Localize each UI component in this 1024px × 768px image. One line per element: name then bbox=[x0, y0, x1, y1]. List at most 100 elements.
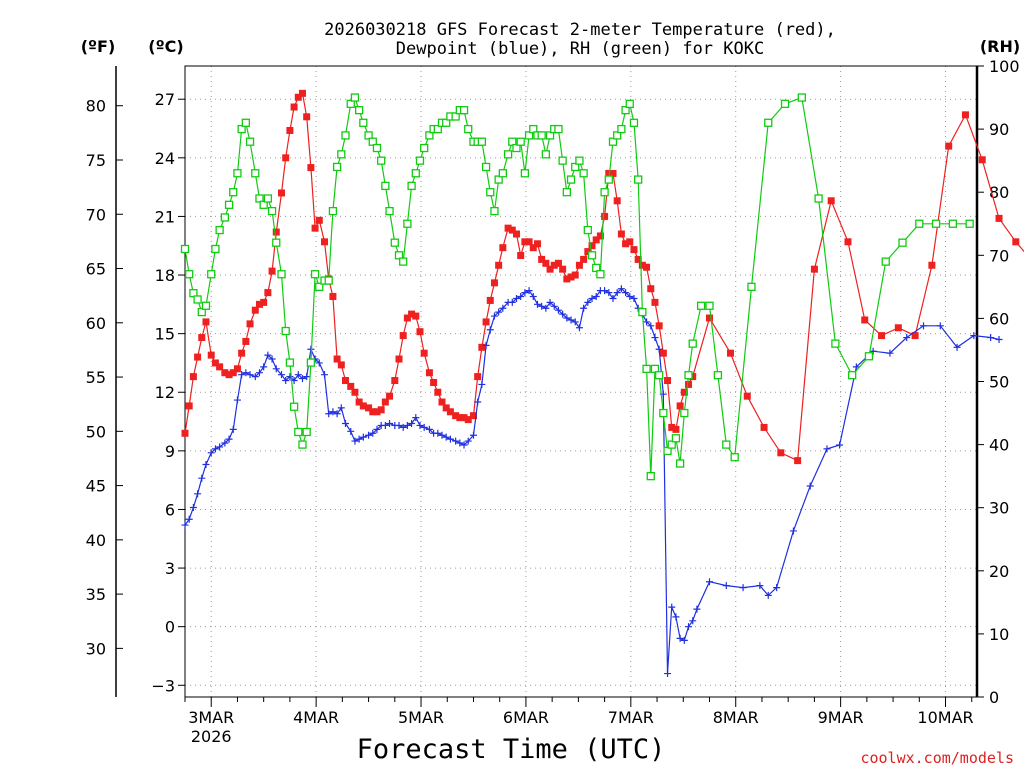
temperature-point bbox=[517, 251, 525, 259]
temperature-point bbox=[810, 265, 818, 273]
x-tick-label: 9MAR bbox=[818, 708, 864, 727]
temperature-point bbox=[307, 164, 315, 172]
dewpoint-point bbox=[722, 582, 730, 590]
dewpoint-point bbox=[482, 341, 490, 349]
rh-point bbox=[596, 270, 605, 279]
temperature-point bbox=[298, 89, 306, 97]
dewpoint-point bbox=[438, 431, 446, 439]
dewpoint-point bbox=[474, 398, 482, 406]
dewpoint-point bbox=[381, 421, 389, 429]
x-tick-label: 7MAR bbox=[608, 708, 654, 727]
temperature-point bbox=[588, 242, 596, 250]
celsius-tick-label: 18 bbox=[155, 266, 175, 285]
x-tick-label: 4MAR bbox=[293, 708, 339, 727]
rh-point bbox=[814, 194, 823, 203]
rh-point bbox=[730, 453, 739, 462]
rh-point bbox=[797, 93, 806, 102]
dewpoint-point bbox=[706, 578, 714, 586]
dewpoint-point bbox=[246, 371, 254, 379]
dewpoint-point bbox=[613, 289, 621, 297]
dewpoint-point bbox=[446, 435, 454, 443]
rh-point bbox=[306, 358, 316, 367]
rh-point bbox=[229, 188, 238, 197]
rh-point bbox=[713, 371, 723, 380]
rh-point bbox=[255, 194, 264, 203]
temperature-point bbox=[844, 238, 852, 246]
dewpoint-point bbox=[272, 365, 280, 373]
rh-point bbox=[259, 200, 268, 209]
fahrenheit-tick-label: 60 bbox=[86, 314, 106, 333]
dewpoint-point bbox=[486, 326, 494, 334]
temperature-point bbox=[211, 359, 219, 367]
rh-point bbox=[364, 131, 373, 140]
temperature-point bbox=[207, 351, 215, 359]
dewpoint-point bbox=[278, 371, 286, 379]
temperature-point bbox=[365, 404, 373, 412]
temperature-point bbox=[945, 142, 953, 150]
rh-point bbox=[464, 124, 473, 134]
temperature-point bbox=[377, 406, 385, 414]
temperature-point bbox=[542, 259, 550, 267]
rh-point bbox=[508, 137, 517, 146]
dewpoint-point bbox=[668, 603, 676, 611]
temperature-point bbox=[499, 244, 507, 252]
dewpoint-point bbox=[529, 293, 537, 301]
rh-point bbox=[667, 440, 676, 449]
dewpoint-point bbox=[298, 375, 306, 383]
temperature-point bbox=[216, 363, 224, 371]
rh-point bbox=[688, 339, 697, 348]
series-0 bbox=[181, 89, 1024, 465]
temperature-point bbox=[596, 232, 604, 240]
rh-point bbox=[965, 219, 974, 228]
dewpoint-point bbox=[651, 334, 659, 342]
temperature-point bbox=[647, 285, 655, 293]
temperature-point bbox=[521, 238, 529, 246]
rh-tick-label: 80 bbox=[989, 183, 1009, 202]
dewpoint-point bbox=[495, 308, 503, 316]
temperature-point bbox=[403, 314, 411, 322]
temperature-point bbox=[689, 373, 697, 381]
dewpoint-point bbox=[365, 431, 373, 439]
temperature-point bbox=[264, 289, 272, 297]
rh-point bbox=[310, 270, 320, 279]
rh-point bbox=[579, 169, 588, 178]
dewpoint-point bbox=[238, 371, 246, 379]
dewpoint-point bbox=[369, 429, 377, 437]
dewpoint-point bbox=[386, 420, 394, 428]
rh-point bbox=[459, 106, 469, 115]
dewpoint-point bbox=[464, 437, 472, 445]
dewpoint-point bbox=[499, 304, 507, 312]
dewpoint-point bbox=[337, 404, 345, 412]
rh-point bbox=[608, 137, 618, 146]
dewpoint-point bbox=[294, 371, 302, 379]
dewpoint-point bbox=[420, 423, 428, 431]
rh-point bbox=[481, 162, 491, 172]
credit-link[interactable]: coolwx.com/models bbox=[860, 749, 1014, 767]
dewpoint-point bbox=[303, 373, 311, 381]
temperature-point bbox=[246, 320, 254, 328]
dewpoint-point bbox=[442, 433, 450, 441]
rh-point bbox=[512, 143, 521, 153]
rh-point bbox=[638, 307, 647, 317]
temperature-point bbox=[185, 402, 193, 410]
temperature-point bbox=[242, 337, 250, 345]
x-tick-label: 3MAR bbox=[188, 708, 234, 727]
temperature-point bbox=[680, 388, 688, 396]
temperature-point bbox=[430, 378, 438, 386]
dewpoint-point bbox=[425, 425, 433, 433]
rh-point bbox=[520, 169, 530, 178]
temperature-point bbox=[622, 240, 630, 248]
dewpoint-point bbox=[207, 449, 215, 457]
rh-point bbox=[224, 200, 234, 209]
rh-point bbox=[537, 131, 546, 140]
dewpoint-point bbox=[260, 363, 268, 371]
rh-point bbox=[193, 295, 202, 304]
x-tick-label: 6MAR bbox=[503, 708, 549, 727]
rh-point bbox=[359, 118, 368, 127]
celsius-tick-label: 27 bbox=[155, 90, 175, 109]
rh-point bbox=[381, 181, 390, 191]
rh-point bbox=[575, 156, 584, 165]
dewpoint-point bbox=[953, 343, 961, 351]
temperature-point bbox=[643, 263, 651, 271]
rh-point bbox=[764, 118, 773, 127]
